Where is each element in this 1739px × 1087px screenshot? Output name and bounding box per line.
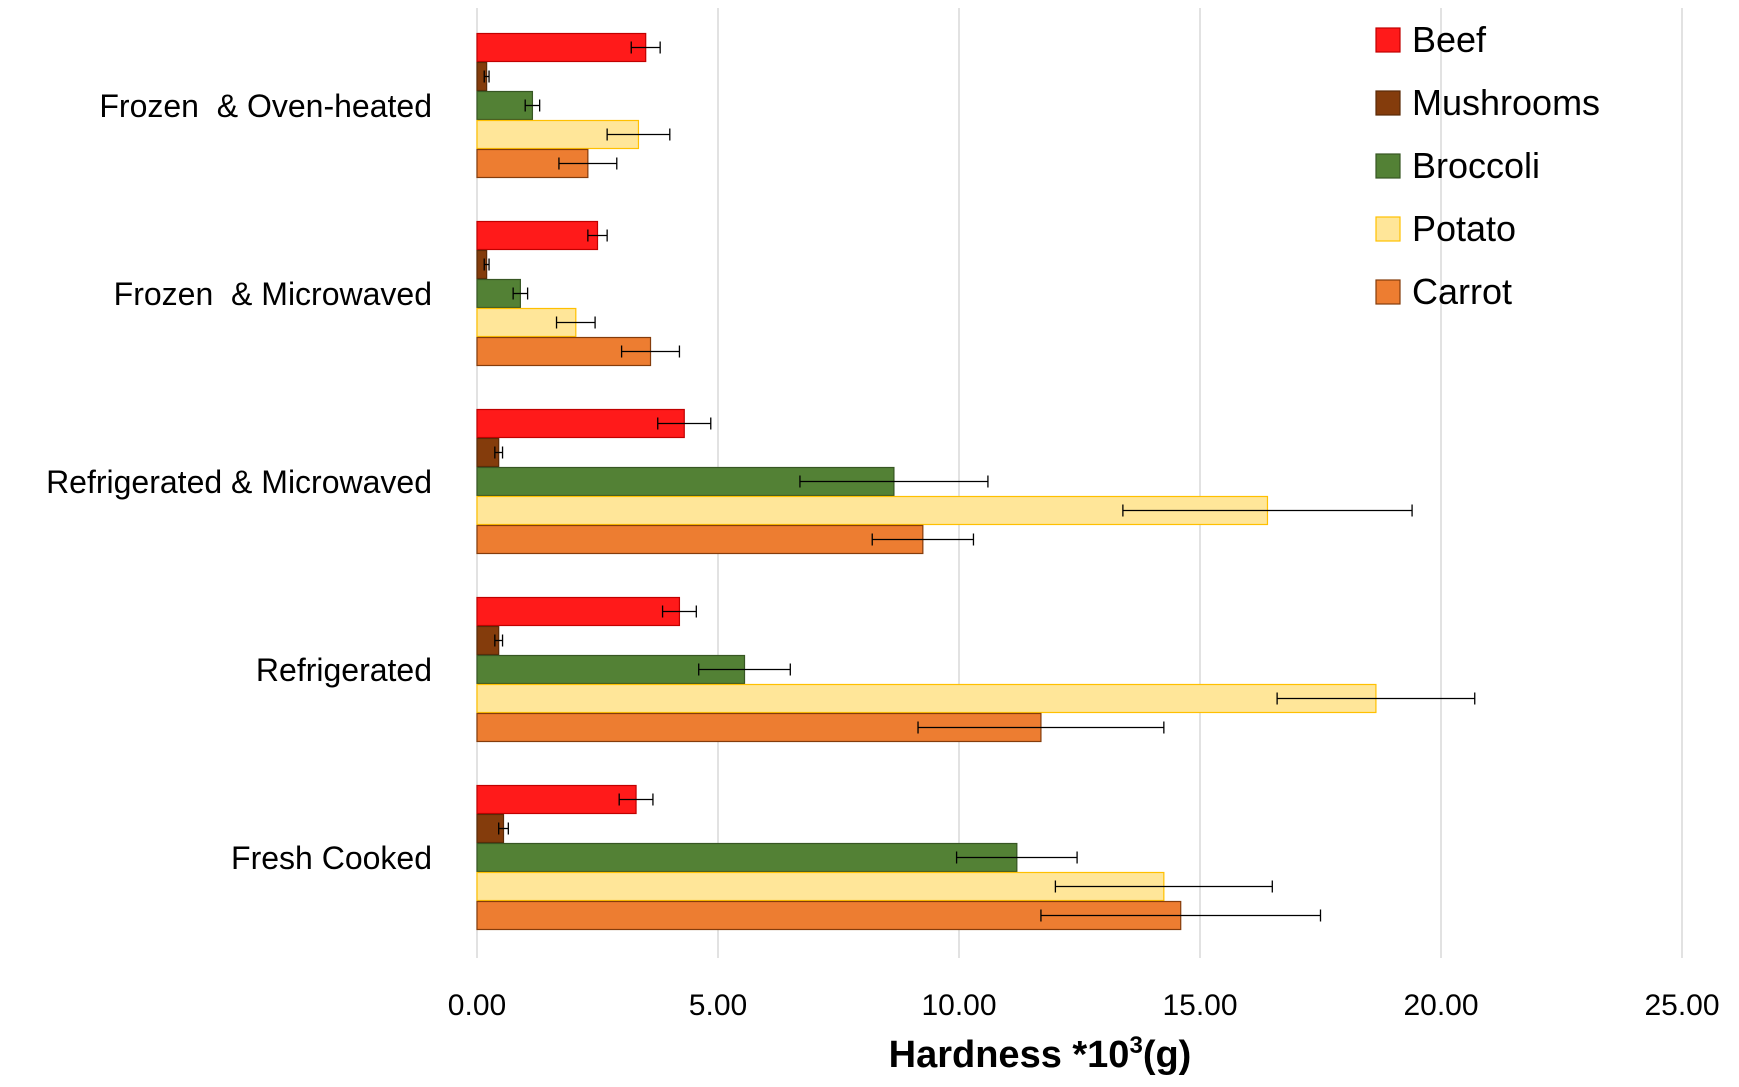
legend-label-potato: Potato	[1412, 208, 1516, 249]
legend-swatch-potato	[1375, 216, 1401, 242]
bar-broccoli-4	[476, 842, 1018, 873]
legend-label-mushrooms: Mushrooms	[1412, 82, 1600, 123]
x-axis-title-sup: 3	[1129, 1032, 1142, 1059]
error-bars	[483, 41, 1476, 922]
x-tick-label-5: 25.00	[1644, 989, 1719, 1022]
legend-swatch-mushrooms	[1375, 90, 1401, 116]
bar-potato-3	[476, 683, 1377, 714]
legend-label-carrot: Carrot	[1412, 271, 1512, 312]
bar-beef-1	[476, 220, 599, 251]
category-labels: Frozen & Oven-heated Frozen & Microwaved R…	[46, 88, 432, 876]
x-tick-label-3: 15.00	[1162, 989, 1237, 1022]
legend-swatch-carrot	[1375, 279, 1401, 305]
category-label-4: Fresh Cooked	[231, 840, 432, 876]
bar-beef-0	[476, 32, 647, 63]
bar-broccoli-0	[476, 90, 534, 121]
x-axis-title-unit: (g)	[1143, 1034, 1192, 1076]
x-axis-title-main: Hardness *10	[889, 1034, 1130, 1076]
x-tick-labels: 0.00 5.00 10.00 15.00 20.00 25.00	[448, 989, 1720, 1022]
legend-label-broccoli: Broccoli	[1412, 145, 1540, 186]
legend-swatch-broccoli	[1375, 153, 1401, 179]
legend-label-beef: Beef	[1412, 19, 1487, 60]
bar-carrot-2	[476, 524, 924, 555]
bar-beef-3	[476, 596, 681, 627]
legend-swatch-beef	[1375, 27, 1401, 53]
legend: Beef Mushrooms Broccoli Potato Carrot	[1375, 19, 1600, 312]
bar-beef-4	[476, 784, 637, 815]
x-tick-label-4: 20.00	[1403, 989, 1478, 1022]
category-label-3: Refrigerated	[256, 652, 432, 688]
category-label-0: Frozen & Oven-heated	[99, 88, 432, 124]
category-label-2: Refrigerated & Microwaved	[46, 464, 432, 500]
bar-beef-2	[476, 408, 685, 439]
x-tick-label-2: 10.00	[921, 989, 996, 1022]
x-axis-title: Hardness *103(g)	[889, 1032, 1192, 1076]
x-tick-label-1: 5.00	[689, 989, 747, 1022]
category-label-1: Frozen & Microwaved	[114, 276, 432, 312]
bar-potato-4	[476, 871, 1165, 902]
x-tick-label-0: 0.00	[448, 989, 506, 1022]
